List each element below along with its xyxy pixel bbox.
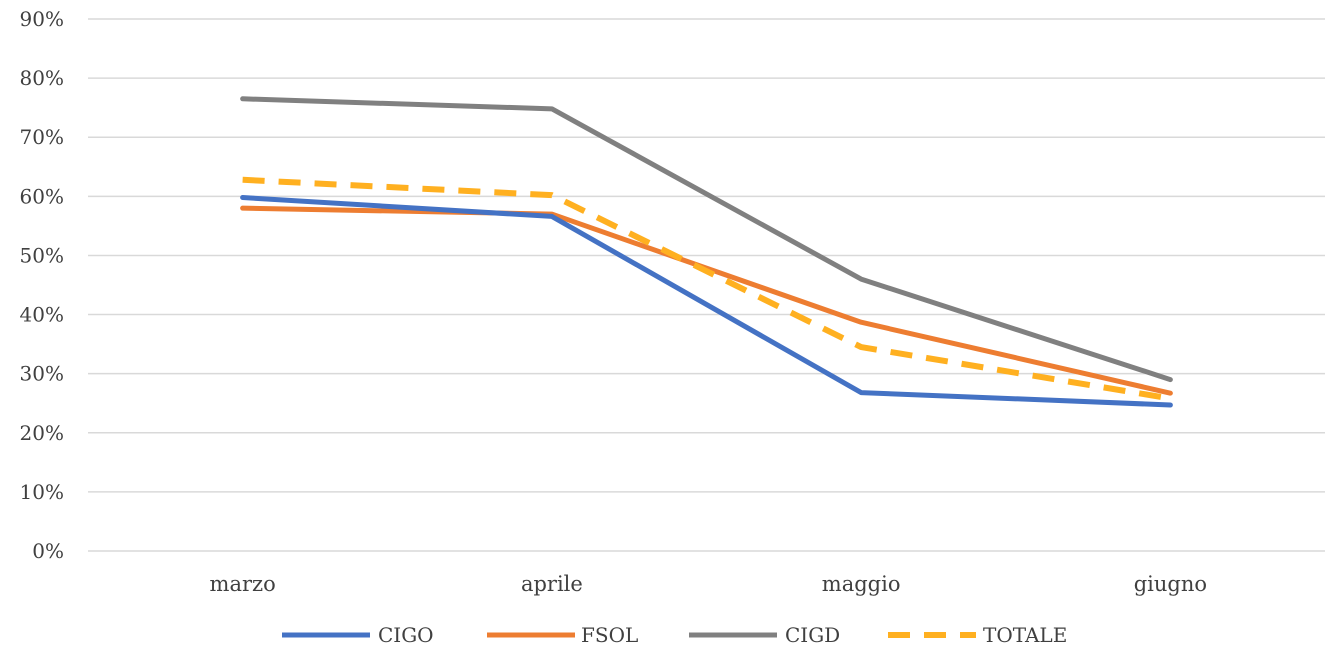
- legend-label: TOTALE: [983, 623, 1067, 647]
- series-line-fsol: [240, 205, 1173, 396]
- y-tick-label: 30%: [20, 362, 64, 386]
- y-tick-label: 80%: [20, 66, 64, 90]
- y-tick-label: 70%: [20, 125, 64, 149]
- x-axis-category-labels: marzo aprile maggio giugno: [210, 572, 1207, 596]
- x-category-label: aprile: [521, 572, 583, 596]
- series-lines: [240, 96, 1173, 408]
- x-category-label: marzo: [210, 572, 276, 596]
- y-tick-label: 40%: [20, 303, 64, 327]
- legend-item-cigd: CIGD: [689, 623, 840, 647]
- y-tick-label: 0%: [32, 539, 64, 563]
- y-tick-label: 10%: [20, 480, 64, 504]
- y-tick-label: 50%: [20, 243, 64, 267]
- legend-label: CIGD: [785, 623, 840, 647]
- y-tick-label: 90%: [20, 7, 64, 31]
- series-line-cigo: [240, 195, 1173, 408]
- legend-label: FSOL: [581, 623, 638, 647]
- series-line-totale: [242, 176, 1171, 402]
- legend-item-cigo: CIGO: [282, 623, 434, 647]
- x-category-label: giugno: [1134, 572, 1207, 596]
- y-tick-label: 20%: [20, 421, 64, 445]
- legend-label: CIGO: [378, 623, 434, 647]
- legend-item-fsol: FSOL: [487, 623, 638, 647]
- gridlines: [88, 18, 1325, 552]
- legend: CIGO FSOL CIGD TOTALE: [282, 623, 1067, 647]
- x-category-label: maggio: [822, 572, 901, 596]
- y-tick-label: 60%: [20, 184, 64, 208]
- legend-item-totale: TOTALE: [888, 623, 1067, 647]
- y-axis-tick-labels: 0% 10% 20% 30% 40% 50% 60% 70% 80% 90%: [20, 7, 64, 563]
- series-line-cigd: [240, 96, 1173, 383]
